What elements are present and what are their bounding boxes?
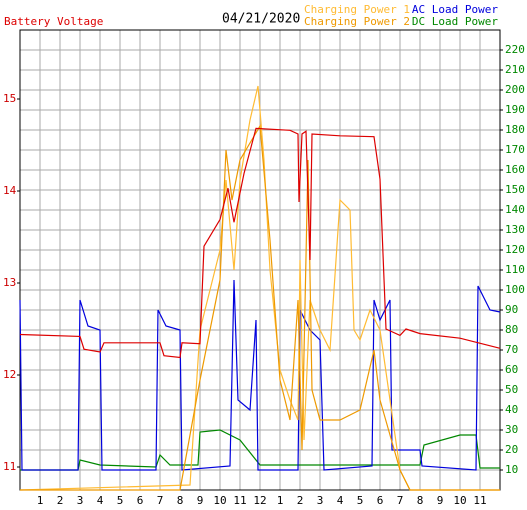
y2-tick-label: 10 (505, 463, 518, 476)
y2-tick-label: 100 (505, 283, 525, 296)
legend-entry: AC Load Power (412, 3, 498, 16)
y2-tick-label: 40 (505, 403, 518, 416)
series-line (19, 279, 501, 471)
x-tick-label: 3 (317, 494, 324, 507)
y-tick-label: 11 (3, 460, 16, 473)
x-tick-label: 10 (213, 494, 226, 507)
x-tick-label: 3 (77, 494, 84, 507)
x-tick-label: 5 (117, 494, 124, 507)
y2-tick-label: 210 (505, 63, 525, 76)
y-tick-label: 12 (3, 368, 16, 381)
y2-tick-label: 60 (505, 363, 518, 376)
y2-tick-label: 110 (505, 263, 525, 276)
x-tick-label: 4 (97, 494, 104, 507)
y2-tick-label: 70 (505, 343, 518, 356)
y2-tick-label: 160 (505, 163, 525, 176)
x-tick-label: 5 (357, 494, 364, 507)
x-tick-label: 11 (233, 494, 246, 507)
x-tick-label: 4 (337, 494, 344, 507)
y2-tick-label: 20 (505, 443, 518, 456)
x-tick-label: 8 (417, 494, 424, 507)
y2-tick-label: 150 (505, 183, 525, 196)
chart-date: 04/21/2020 (222, 12, 300, 27)
x-tick-label: 12 (253, 494, 266, 507)
y2-tick-label: 30 (505, 423, 518, 436)
x-tick-label: 11 (473, 494, 486, 507)
x-tick-label: 9 (197, 494, 204, 507)
x-tick-label: 6 (137, 494, 144, 507)
series-line (20, 124, 500, 491)
x-tick-label: 7 (157, 494, 164, 507)
y2-tick-label: 180 (505, 123, 525, 136)
y2-tick-label: 80 (505, 323, 518, 336)
x-tick-label: 6 (377, 494, 384, 507)
y2-tick-label: 140 (505, 203, 525, 216)
legend-entry: Charging Power 2 (304, 15, 410, 28)
y2-tick-label: 90 (505, 303, 518, 316)
x-tick-label: 2 (57, 494, 64, 507)
x-tick-label: 10 (453, 494, 466, 507)
x-tick-label: 1 (277, 494, 284, 507)
series-line (20, 429, 500, 471)
y-tick-label: 15 (3, 92, 16, 105)
legend-entry: Battery Voltage (4, 15, 103, 28)
series-line (19, 85, 500, 491)
x-tick-label: 1 (37, 494, 44, 507)
y2-tick-label: 200 (505, 83, 525, 96)
y2-tick-label: 190 (505, 103, 525, 116)
x-tick-label: 8 (177, 494, 184, 507)
y2-tick-label: 220 (505, 43, 525, 56)
y2-tick-label: 120 (505, 243, 525, 256)
legend-entry: Charging Power 1 (304, 3, 410, 16)
series-line (19, 127, 501, 359)
y-tick-label: 14 (3, 184, 17, 197)
y2-tick-label: 50 (505, 383, 518, 396)
x-tick-label: 9 (437, 494, 444, 507)
y2-tick-label: 170 (505, 143, 525, 156)
x-tick-label: 2 (297, 494, 304, 507)
y2-tick-label: 130 (505, 223, 525, 236)
legend-entry: DC Load Power (412, 15, 498, 28)
x-tick-label: 7 (397, 494, 404, 507)
plot-frame (19, 29, 501, 491)
y-tick-label: 13 (3, 276, 16, 289)
